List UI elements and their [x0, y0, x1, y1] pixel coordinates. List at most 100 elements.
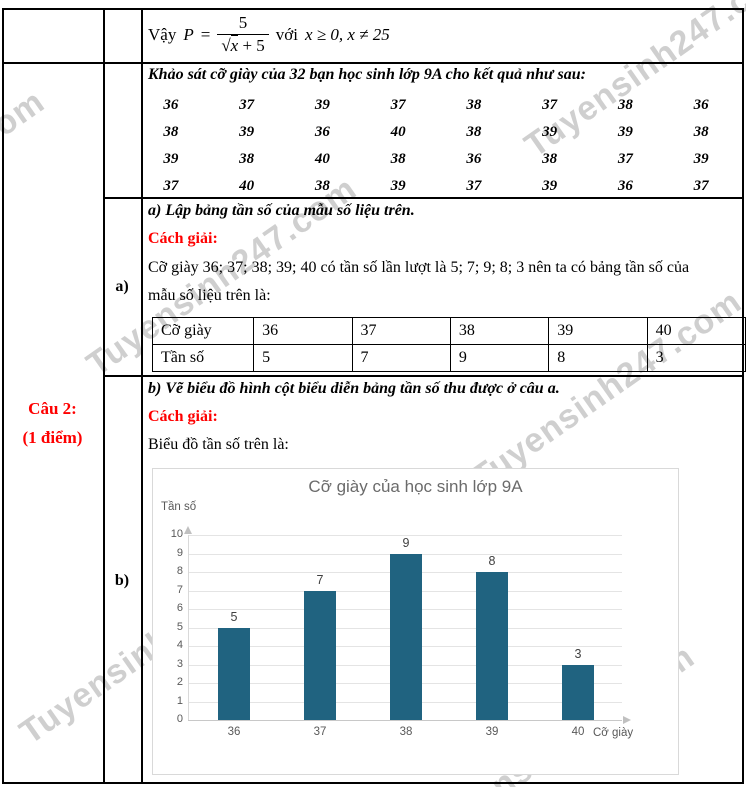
formula-equals: = [200, 25, 211, 44]
bar [390, 553, 422, 720]
survey-grid-cell: 38 [693, 124, 709, 140]
survey-grid-cell: 38 [542, 151, 558, 167]
y-tick-label: 7 [176, 583, 183, 596]
table-hline-part-b [103, 375, 744, 377]
survey-grid-cell: 37 [466, 178, 482, 194]
fraction: 5 √x + 5 [217, 13, 269, 56]
chart-title: Cỡ giày của học sinh lớp 9A [308, 477, 523, 496]
frequency-table: Cỡ giày 36 37 38 39 40 Tần số 5 7 9 8 3 [151, 317, 746, 372]
x-tick-label: 39 [485, 726, 499, 738]
part-b-label: b) [114, 571, 130, 589]
chart-y-axis-label: Tần số [161, 501, 197, 513]
bar [304, 590, 336, 720]
survey-grid-cell: 38 [466, 124, 482, 140]
part-b-method-label: Cách giải: [148, 408, 218, 425]
table-hline-part-a [103, 197, 744, 199]
bar-value-label: 7 [316, 572, 324, 587]
radical-sign: √ [221, 36, 231, 55]
y-tick-label: 4 [176, 639, 183, 651]
part-a-label: a) [115, 278, 129, 295]
y-axis-line [188, 535, 189, 720]
frequency-table-cell: 7 [351, 344, 451, 372]
table-vline-2 [141, 8, 143, 784]
frequency-table-cell: 8 [548, 344, 648, 372]
y-tick-label: 8 [176, 565, 183, 577]
survey-grid-cell: 37 [239, 97, 255, 113]
part-a-body-line2: mẫu số liệu trên là: [148, 287, 271, 304]
frequency-table-cell: 39 [548, 317, 648, 345]
survey-grid-cell: 39 [693, 151, 709, 167]
survey-grid-cell: 38 [163, 124, 179, 140]
frequency-table-cell: 9 [449, 344, 550, 372]
survey-grid-cell: 37 [390, 97, 406, 113]
y-axis-arrow-icon [184, 526, 192, 534]
part-b-intro: Biểu đồ tần số trên là: [148, 436, 289, 453]
bar-value-label: 5 [230, 609, 238, 624]
survey-grid-cell: 37 [542, 97, 558, 113]
bar [218, 627, 250, 720]
survey-grid-cell: 37 [617, 151, 633, 167]
frequency-table-cell: 36 [253, 317, 353, 345]
y-tick-label: 6 [176, 602, 183, 614]
formula-condition: x ≥ 0, x ≠ 25 [305, 25, 390, 44]
y-tick-label: 9 [176, 546, 183, 559]
survey-grid-cell: 36 [693, 97, 709, 113]
part-a-method-label: Cách giải: [148, 230, 218, 247]
frequency-table-cell: 38 [449, 317, 550, 345]
survey-grid-cell: 38 [390, 151, 406, 167]
survey-grid-cell: 37 [163, 178, 179, 194]
bar-value-label: 9 [402, 535, 410, 550]
conclusion-formula: Vậy P = 5 √x + 5 với x ≥ 0, x ≠ 25 [148, 10, 390, 60]
frequency-table-cell: 3 [646, 344, 746, 372]
frequency-table-header-cell: Tần số [151, 344, 255, 372]
fraction-numerator: 5 [238, 13, 248, 33]
bar-value-label: 8 [488, 554, 496, 568]
formula-lead: Vậy [148, 25, 177, 44]
x-axis-arrow-icon [623, 716, 631, 724]
fraction-denominator: √x + 5 [217, 34, 269, 56]
survey-grid-cell: 40 [239, 178, 255, 194]
frequency-table-cell: 40 [646, 317, 746, 345]
table-outer-border [2, 8, 744, 784]
survey-grid-cell: 36 [163, 97, 179, 113]
gridline [188, 535, 622, 536]
frequency-table-cell: 5 [253, 344, 353, 372]
survey-grid-cell: 38 [617, 97, 633, 113]
formula-variable: P [183, 25, 194, 44]
y-tick-label: 1 [176, 694, 183, 707]
part-b-heading: b) Vẽ biểu đồ hình cột biểu diễn bảng tầ… [148, 380, 560, 397]
x-tick-label: 40 [571, 726, 585, 738]
survey-grid-cell: 40 [390, 124, 406, 140]
survey-grid-cell: 39 [542, 124, 558, 140]
survey-grid-cell: 39 [239, 124, 255, 140]
survey-grid-cell: 36 [617, 178, 633, 194]
frequency-table-row: Tần số 5 7 9 8 3 [151, 344, 746, 372]
y-tick-label: 5 [176, 620, 183, 633]
question-number: Câu 2: [28, 398, 77, 418]
survey-grid-cell: 39 [617, 124, 633, 140]
survey-grid-cell: 37 [693, 178, 709, 194]
part-a-body-line1: Cỡ giày 36; 37; 38; 39; 40 có tần số lần… [148, 259, 690, 276]
frequency-table-row: Cỡ giày 36 37 38 39 40 [151, 317, 746, 345]
y-tick-label: 3 [176, 657, 183, 670]
survey-grid-cell: 39 [314, 97, 330, 113]
x-tick-label: 36 [227, 726, 241, 738]
bar-value-label: 3 [574, 646, 582, 661]
survey-grid-cell: 38 [239, 151, 255, 167]
survey-grid-cell: 39 [390, 178, 406, 194]
question-label: Câu 2: (1 điểm) [2, 62, 103, 784]
bar [476, 572, 508, 720]
x-axis-line [188, 720, 622, 721]
bar [562, 664, 594, 720]
x-tick-label: 37 [313, 726, 327, 738]
y-tick-label: 2 [176, 676, 183, 688]
radicand: x [230, 35, 239, 55]
survey-data-grid: 36 37 39 37 38 37 38 36 38 39 36 40 38 39 39 38 39 38 40 38… [133, 92, 739, 200]
survey-grid-cell: 36 [466, 151, 482, 167]
frequency-table-header-cell: Cỡ giày [151, 317, 255, 345]
survey-grid-cell: 39 [163, 151, 179, 167]
table-hline-top-row [2, 62, 744, 64]
survey-grid-cell: 36 [314, 124, 330, 140]
survey-grid-cell: 39 [542, 178, 558, 194]
